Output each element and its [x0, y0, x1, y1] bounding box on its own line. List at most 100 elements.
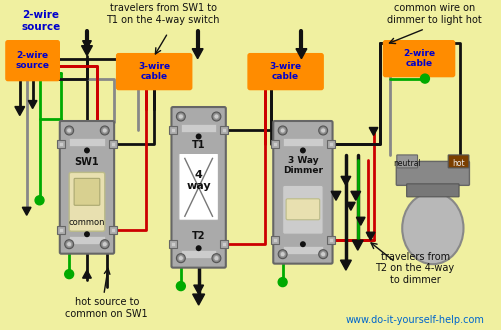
- Bar: [329, 238, 332, 242]
- Circle shape: [318, 126, 327, 135]
- Bar: [109, 141, 116, 148]
- Circle shape: [67, 242, 72, 247]
- Circle shape: [65, 270, 74, 279]
- Circle shape: [65, 126, 74, 135]
- Bar: [171, 128, 174, 132]
- Text: travelers from
T2 on the 4-way
to dimmer: travelers from T2 on the 4-way to dimmer: [375, 251, 454, 285]
- Bar: [220, 240, 228, 248]
- Polygon shape: [83, 270, 91, 278]
- Bar: [329, 143, 332, 147]
- Text: 3 Way
Dimmer: 3 Way Dimmer: [283, 156, 322, 175]
- FancyBboxPatch shape: [406, 184, 458, 197]
- Ellipse shape: [401, 192, 462, 264]
- Text: 2-wire
source: 2-wire source: [16, 51, 50, 70]
- Text: 3-wire
cable: 3-wire cable: [269, 62, 301, 81]
- Bar: [270, 236, 278, 244]
- Text: T1: T1: [191, 141, 205, 150]
- Circle shape: [318, 250, 327, 259]
- FancyBboxPatch shape: [171, 107, 225, 268]
- Bar: [69, 236, 105, 244]
- Circle shape: [278, 278, 287, 286]
- Circle shape: [278, 126, 287, 135]
- Polygon shape: [340, 260, 351, 270]
- FancyBboxPatch shape: [395, 161, 468, 185]
- Text: common: common: [69, 218, 105, 227]
- Circle shape: [278, 250, 287, 259]
- Polygon shape: [83, 41, 91, 49]
- Polygon shape: [352, 240, 362, 250]
- Bar: [272, 143, 276, 147]
- FancyBboxPatch shape: [282, 185, 323, 234]
- Polygon shape: [331, 191, 340, 200]
- FancyBboxPatch shape: [447, 155, 468, 168]
- Bar: [180, 250, 216, 258]
- Polygon shape: [368, 127, 377, 136]
- Polygon shape: [366, 232, 374, 240]
- Polygon shape: [15, 107, 25, 116]
- FancyBboxPatch shape: [396, 155, 417, 168]
- Bar: [59, 143, 63, 147]
- Circle shape: [280, 128, 285, 133]
- Text: common wire on
dimmer to light hot: common wire on dimmer to light hot: [387, 3, 481, 24]
- Circle shape: [280, 252, 285, 257]
- Polygon shape: [22, 207, 31, 215]
- Bar: [270, 141, 278, 148]
- Text: travelers from SW1 to
T1 on the 4-way switch: travelers from SW1 to T1 on the 4-way sw…: [106, 3, 219, 24]
- Text: 2-wire
source: 2-wire source: [22, 10, 61, 32]
- FancyBboxPatch shape: [383, 41, 454, 77]
- Polygon shape: [296, 49, 306, 59]
- Text: www.do-it-yourself-help.com: www.do-it-yourself-help.com: [345, 315, 483, 325]
- Text: T2: T2: [191, 231, 205, 241]
- FancyBboxPatch shape: [178, 153, 218, 220]
- Circle shape: [211, 112, 220, 121]
- Bar: [59, 228, 63, 232]
- FancyBboxPatch shape: [69, 172, 105, 231]
- Circle shape: [299, 148, 305, 153]
- FancyBboxPatch shape: [273, 121, 332, 264]
- Bar: [109, 226, 116, 234]
- Circle shape: [320, 128, 325, 133]
- Bar: [282, 246, 323, 254]
- Circle shape: [100, 126, 109, 135]
- Bar: [57, 226, 65, 234]
- Circle shape: [176, 112, 185, 121]
- FancyBboxPatch shape: [247, 54, 323, 89]
- Polygon shape: [193, 285, 203, 294]
- Polygon shape: [28, 101, 37, 109]
- Text: SW1: SW1: [75, 157, 99, 167]
- Circle shape: [176, 254, 185, 263]
- Polygon shape: [192, 49, 203, 59]
- Circle shape: [84, 148, 90, 153]
- Text: 3-wire
cable: 3-wire cable: [138, 62, 170, 81]
- Bar: [180, 124, 216, 132]
- Circle shape: [65, 240, 74, 249]
- Circle shape: [195, 133, 201, 140]
- Circle shape: [213, 114, 218, 119]
- Circle shape: [178, 114, 183, 119]
- Text: hot: hot: [451, 159, 464, 168]
- Bar: [327, 141, 334, 148]
- FancyBboxPatch shape: [60, 121, 114, 254]
- Circle shape: [195, 245, 201, 251]
- Polygon shape: [81, 46, 92, 56]
- Circle shape: [211, 254, 220, 263]
- Circle shape: [102, 128, 107, 133]
- Bar: [110, 143, 114, 147]
- Circle shape: [299, 241, 305, 247]
- Bar: [110, 228, 114, 232]
- Circle shape: [35, 196, 44, 205]
- Polygon shape: [356, 217, 364, 225]
- Circle shape: [67, 128, 72, 133]
- Text: hot source to
common on SW1: hot source to common on SW1: [65, 297, 148, 319]
- Bar: [171, 242, 174, 246]
- Polygon shape: [346, 202, 355, 210]
- Circle shape: [100, 240, 109, 249]
- Bar: [282, 139, 323, 147]
- Polygon shape: [340, 176, 350, 185]
- FancyBboxPatch shape: [286, 199, 319, 220]
- Text: 4
way: 4 way: [186, 170, 210, 191]
- Bar: [169, 240, 176, 248]
- Bar: [272, 238, 276, 242]
- Bar: [220, 126, 228, 134]
- Polygon shape: [192, 294, 204, 305]
